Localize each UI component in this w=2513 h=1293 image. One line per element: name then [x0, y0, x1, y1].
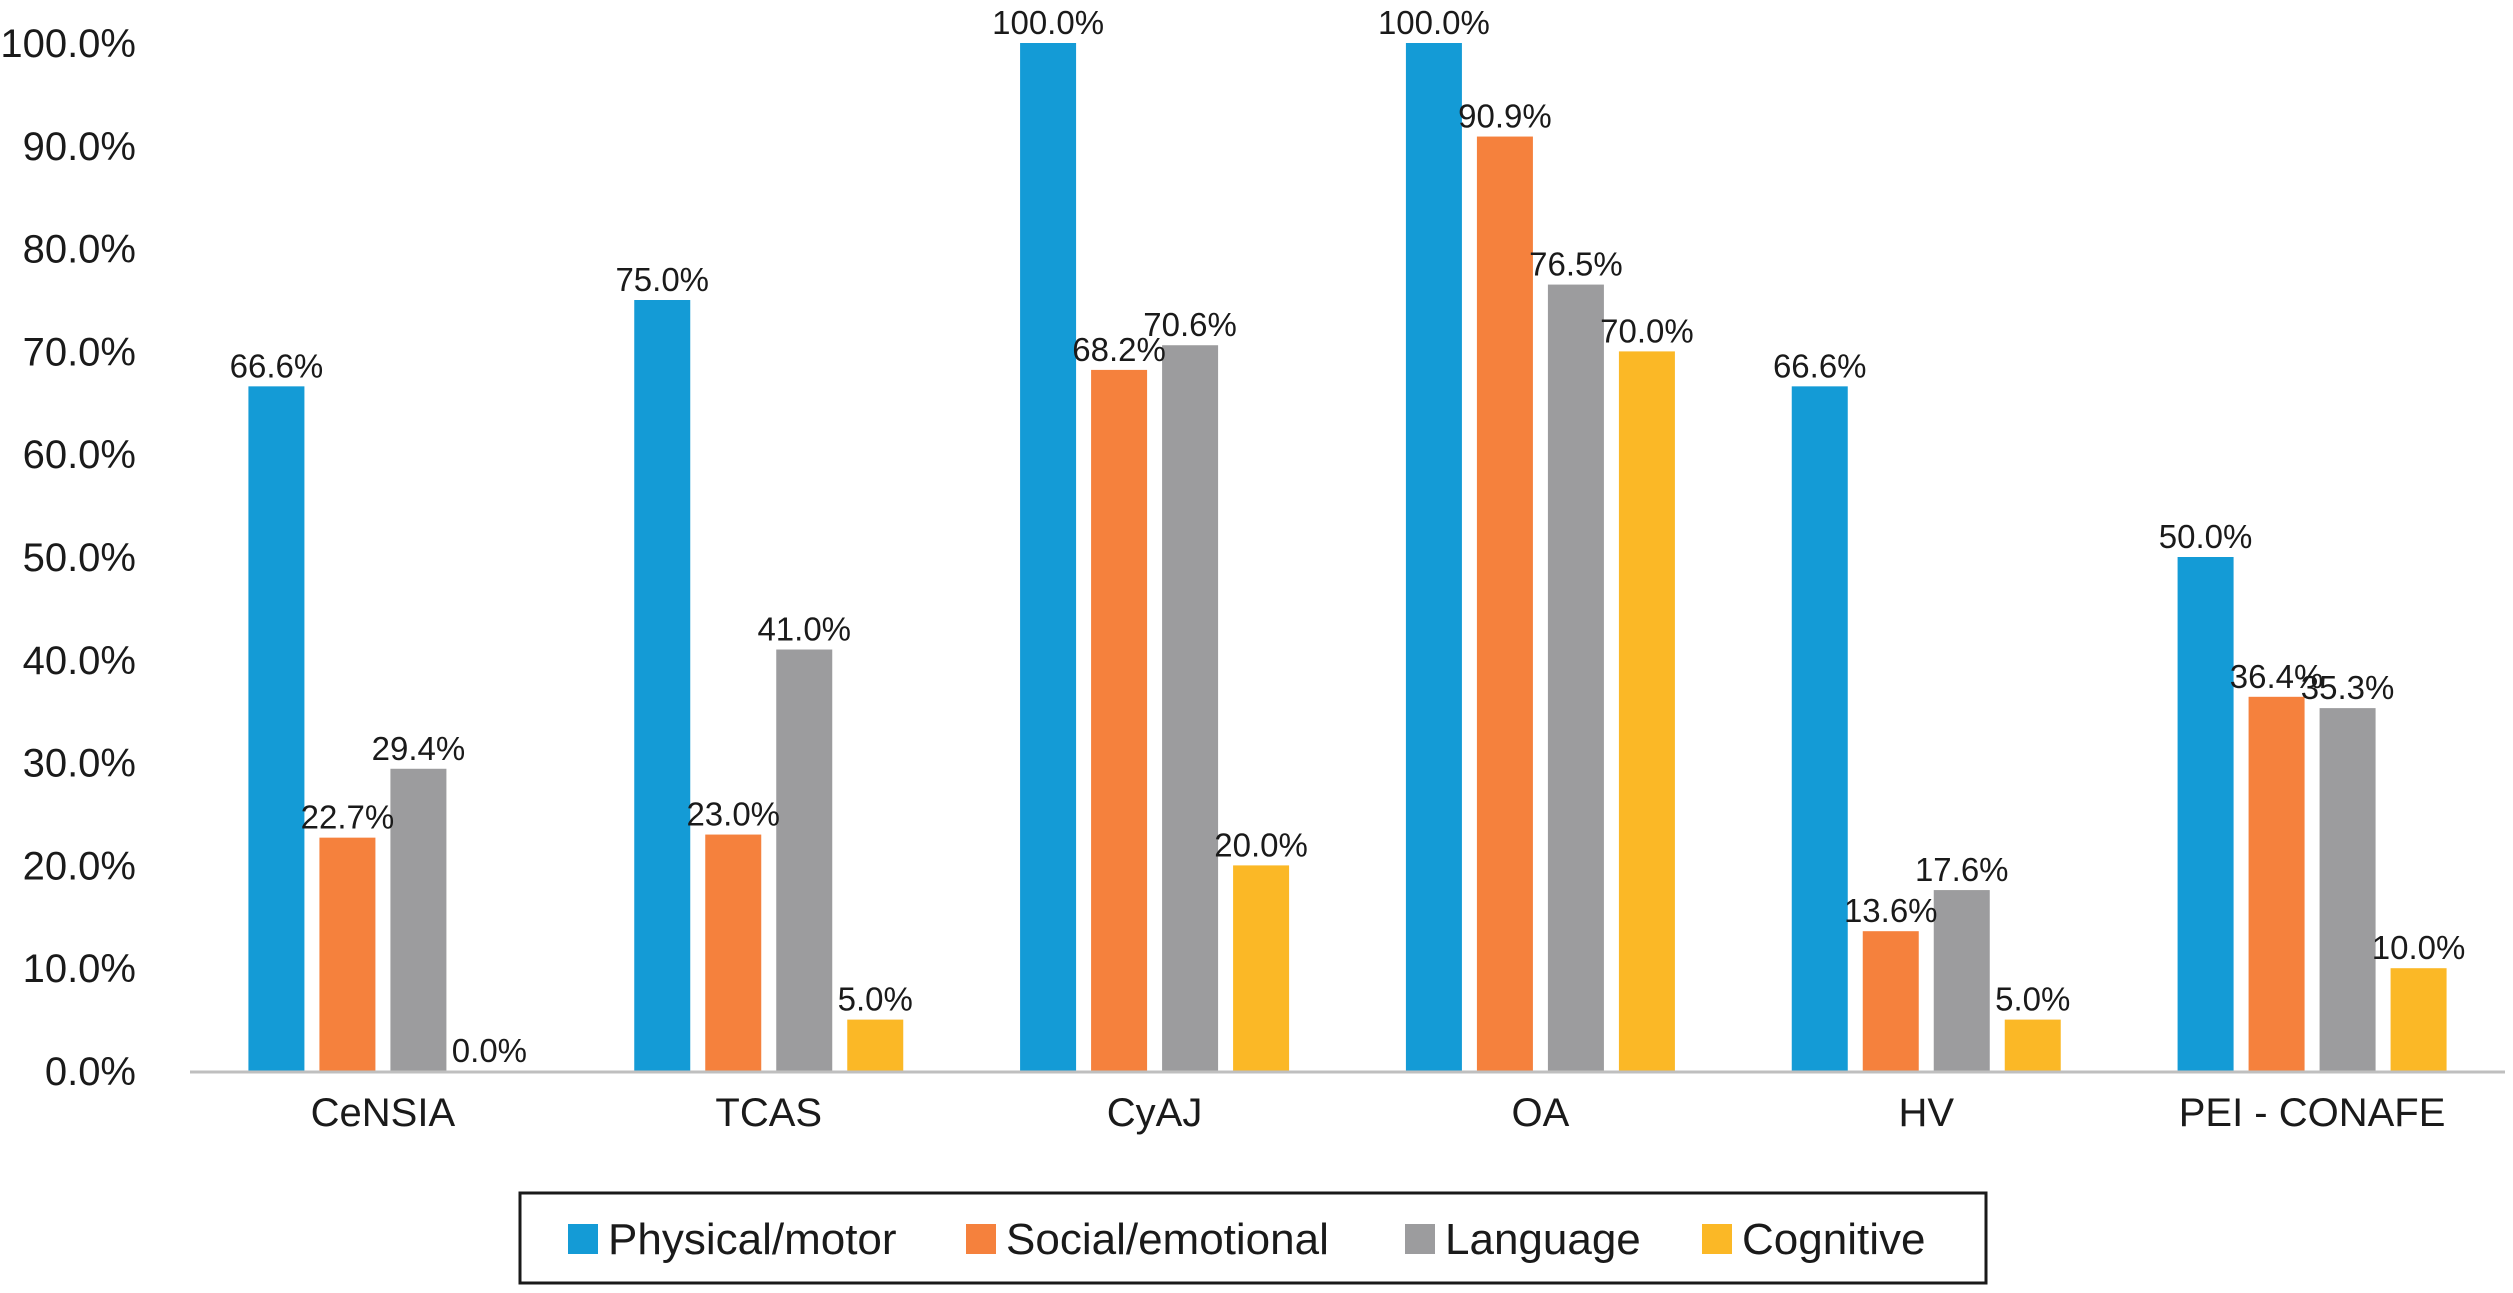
- bar-cognitive-oa: [1618, 351, 1675, 1071]
- data-label: 36.4%: [2230, 658, 2324, 695]
- bar-cognitive-cyaj: [1233, 865, 1290, 1071]
- data-label: 90.9%: [1458, 98, 1552, 135]
- bar-cognitive-hv: [2004, 1019, 2061, 1071]
- bar-social-emotional-tcas: [705, 834, 762, 1071]
- data-label: 100.0%: [1378, 4, 1490, 41]
- bar-social-emotional-hv: [1862, 931, 1919, 1071]
- x-category-label: TCAS: [715, 1091, 822, 1135]
- bar-physical-motor-oa: [1405, 43, 1462, 1071]
- y-axis-tick-labels: 0.0% 10.0% 20.0% 30.0% 40.0% 50.0% 60.0% 70.0% 8…: [0, 22, 136, 1094]
- legend: Physical/motor Social/emotional Language Co…: [518, 1191, 1988, 1285]
- bar-language-censia: [390, 768, 447, 1071]
- bar-social-emotional-cyaj: [1091, 369, 1148, 1071]
- data-label: 50.0%: [2159, 518, 2253, 555]
- bar-social-emotional-pei-conafe: [2248, 696, 2305, 1071]
- legend-label: Cognitive: [1742, 1215, 1925, 1264]
- legend-box: [518, 1191, 1988, 1285]
- x-category-label: HV: [1898, 1091, 1954, 1135]
- bar-series-group: [248, 43, 2447, 1072]
- bar-cognitive-tcas: [847, 1019, 904, 1071]
- y-tick-label: 100.0%: [0, 22, 136, 66]
- x-category-label: CeNSIA: [311, 1091, 456, 1135]
- y-tick-label: 0.0%: [45, 1050, 136, 1094]
- data-label: 75.0%: [615, 261, 709, 298]
- data-label: 22.7%: [301, 799, 395, 836]
- y-tick-label: 30.0%: [23, 742, 136, 786]
- x-axis-category-labels: CeNSIA TCAS CyAJ OA HV PEI - CONAFE: [311, 1091, 2446, 1135]
- data-label: 35.3%: [2301, 669, 2395, 706]
- bar-language-oa: [1547, 284, 1604, 1072]
- data-label: 20.0%: [1214, 826, 1308, 863]
- data-label: 13.6%: [1844, 892, 1938, 929]
- legend-swatch: [568, 1224, 598, 1254]
- legend-label: Social/emotional: [1006, 1215, 1329, 1264]
- y-tick-label: 90.0%: [23, 125, 136, 169]
- data-label: 70.0%: [1600, 312, 1694, 349]
- x-category-label: CyAJ: [1107, 1091, 1203, 1135]
- data-label: 66.6%: [230, 347, 324, 384]
- bar-language-pei-conafe: [2319, 708, 2376, 1071]
- data-label: 0.0%: [452, 1032, 527, 1069]
- data-label: 29.4%: [372, 730, 466, 767]
- bar-language-hv: [1933, 890, 1990, 1071]
- legend-swatch: [966, 1224, 996, 1254]
- bar-physical-motor-tcas: [634, 300, 691, 1071]
- data-label: 100.0%: [992, 4, 1104, 41]
- data-label: 10.0%: [2372, 929, 2466, 966]
- legend-items: Physical/motor Social/emotional Language Co…: [568, 1215, 1925, 1264]
- data-label: 5.0%: [1995, 981, 2070, 1018]
- data-label: 41.0%: [757, 611, 851, 648]
- legend-swatch: [1702, 1224, 1732, 1254]
- bar-cognitive-pei-conafe: [2390, 968, 2447, 1071]
- bar-social-emotional-oa: [1476, 136, 1533, 1072]
- bar-physical-motor-censia: [248, 386, 305, 1071]
- legend-swatch: [1405, 1224, 1435, 1254]
- bar-language-cyaj: [1162, 345, 1219, 1071]
- bar-physical-motor-hv: [1791, 386, 1848, 1071]
- x-category-label: PEI - CONAFE: [2179, 1091, 2446, 1135]
- x-category-label: OA: [1512, 1091, 1570, 1135]
- data-label: 17.6%: [1915, 851, 2009, 888]
- bar-physical-motor-pei-conafe: [2177, 557, 2234, 1071]
- y-tick-label: 80.0%: [23, 228, 136, 272]
- y-tick-label: 50.0%: [23, 536, 136, 580]
- y-tick-label: 10.0%: [23, 947, 136, 991]
- data-label: 70.6%: [1143, 306, 1237, 343]
- y-tick-label: 60.0%: [23, 433, 136, 477]
- data-label: 76.5%: [1529, 246, 1623, 283]
- data-label: 5.0%: [838, 981, 913, 1018]
- data-label: 23.0%: [686, 796, 780, 833]
- bar-social-emotional-censia: [319, 837, 376, 1071]
- y-tick-label: 40.0%: [23, 639, 136, 683]
- data-label: 66.6%: [1773, 347, 1867, 384]
- bar-language-tcas: [776, 649, 833, 1071]
- data-labels-group: 66.6% 22.7% 29.4% 0.0% 75.0% 23.0% 41.0% 5.0% 10…: [230, 4, 2466, 1069]
- y-tick-label: 70.0%: [23, 330, 136, 374]
- legend-label: Language: [1445, 1215, 1641, 1264]
- bar-physical-motor-cyaj: [1020, 43, 1077, 1071]
- data-label: 68.2%: [1072, 331, 1166, 368]
- legend-label: Physical/motor: [608, 1215, 897, 1264]
- y-tick-label: 20.0%: [23, 844, 136, 888]
